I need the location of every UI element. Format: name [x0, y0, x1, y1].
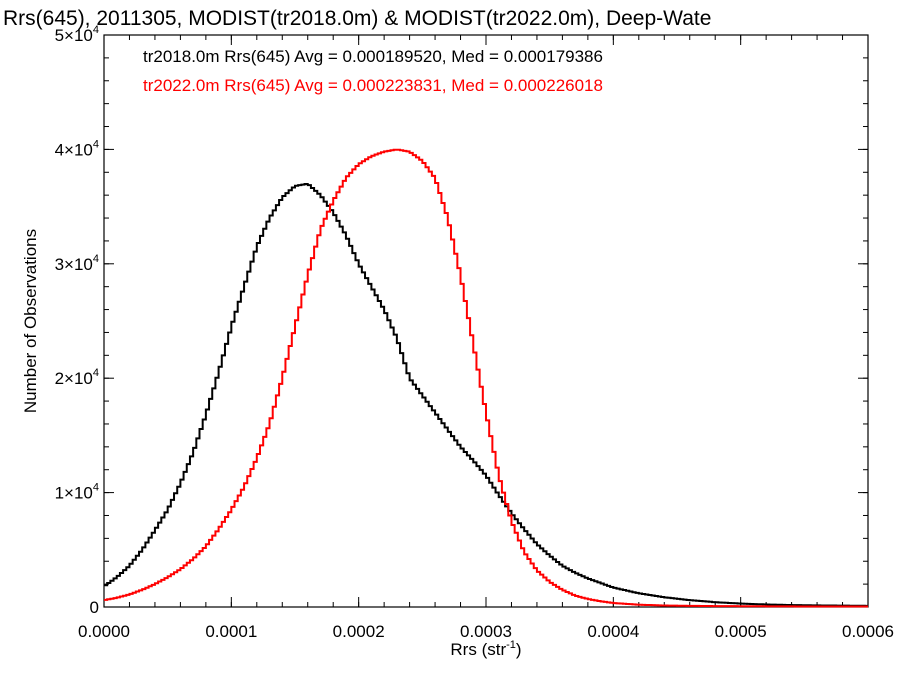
- y-tick-label: 3×104: [55, 253, 99, 274]
- y-tick-label: 2×104: [55, 367, 99, 388]
- y-tick-label: 0: [90, 598, 99, 617]
- series-lines: [104, 148, 868, 608]
- series-line-tr2022.0m: [104, 148, 868, 608]
- y-tick-label: 1×104: [55, 482, 99, 503]
- x-axis-label: Rrs (str-1): [450, 639, 521, 659]
- x-tick-label: 0.0000: [78, 622, 130, 641]
- x-tick-label: 0.0006: [842, 622, 894, 641]
- plot-frame: [103, 34, 869, 608]
- legend-entry-tr2022.0m: tr2022.0m Rrs(645) Avg = 0.000223831, Me…: [143, 76, 603, 95]
- y-tick-label: 4×104: [55, 138, 99, 159]
- x-tick-label: 0.0002: [333, 622, 385, 641]
- legend-entry-tr2018.0m: tr2018.0m Rrs(645) Avg = 0.000189520, Me…: [143, 47, 603, 66]
- x-tick-label: 0.0001: [205, 622, 257, 641]
- chart-title: Rrs(645), 2011305, MODIST(tr2018.0m) & M…: [3, 7, 711, 30]
- y-axis-label: Number of Observations: [21, 229, 40, 413]
- x-tick-label: 0.0003: [460, 622, 512, 641]
- legend: tr2018.0m Rrs(645) Avg = 0.000189520, Me…: [143, 47, 603, 95]
- y-tick-label: 5×104: [55, 24, 99, 45]
- y-axis: 0 1×104 2×104 3×104 4×104 5×104: [55, 24, 868, 617]
- series-line-tr2018.0m: [104, 183, 868, 607]
- x-axis: 0.0000 0.0001 0.0002 0.0003 0.0004 0.0005 0.00…: [78, 35, 894, 641]
- x-tick-label: 0.0004: [587, 622, 639, 641]
- x-tick-label: 0.0005: [715, 622, 767, 641]
